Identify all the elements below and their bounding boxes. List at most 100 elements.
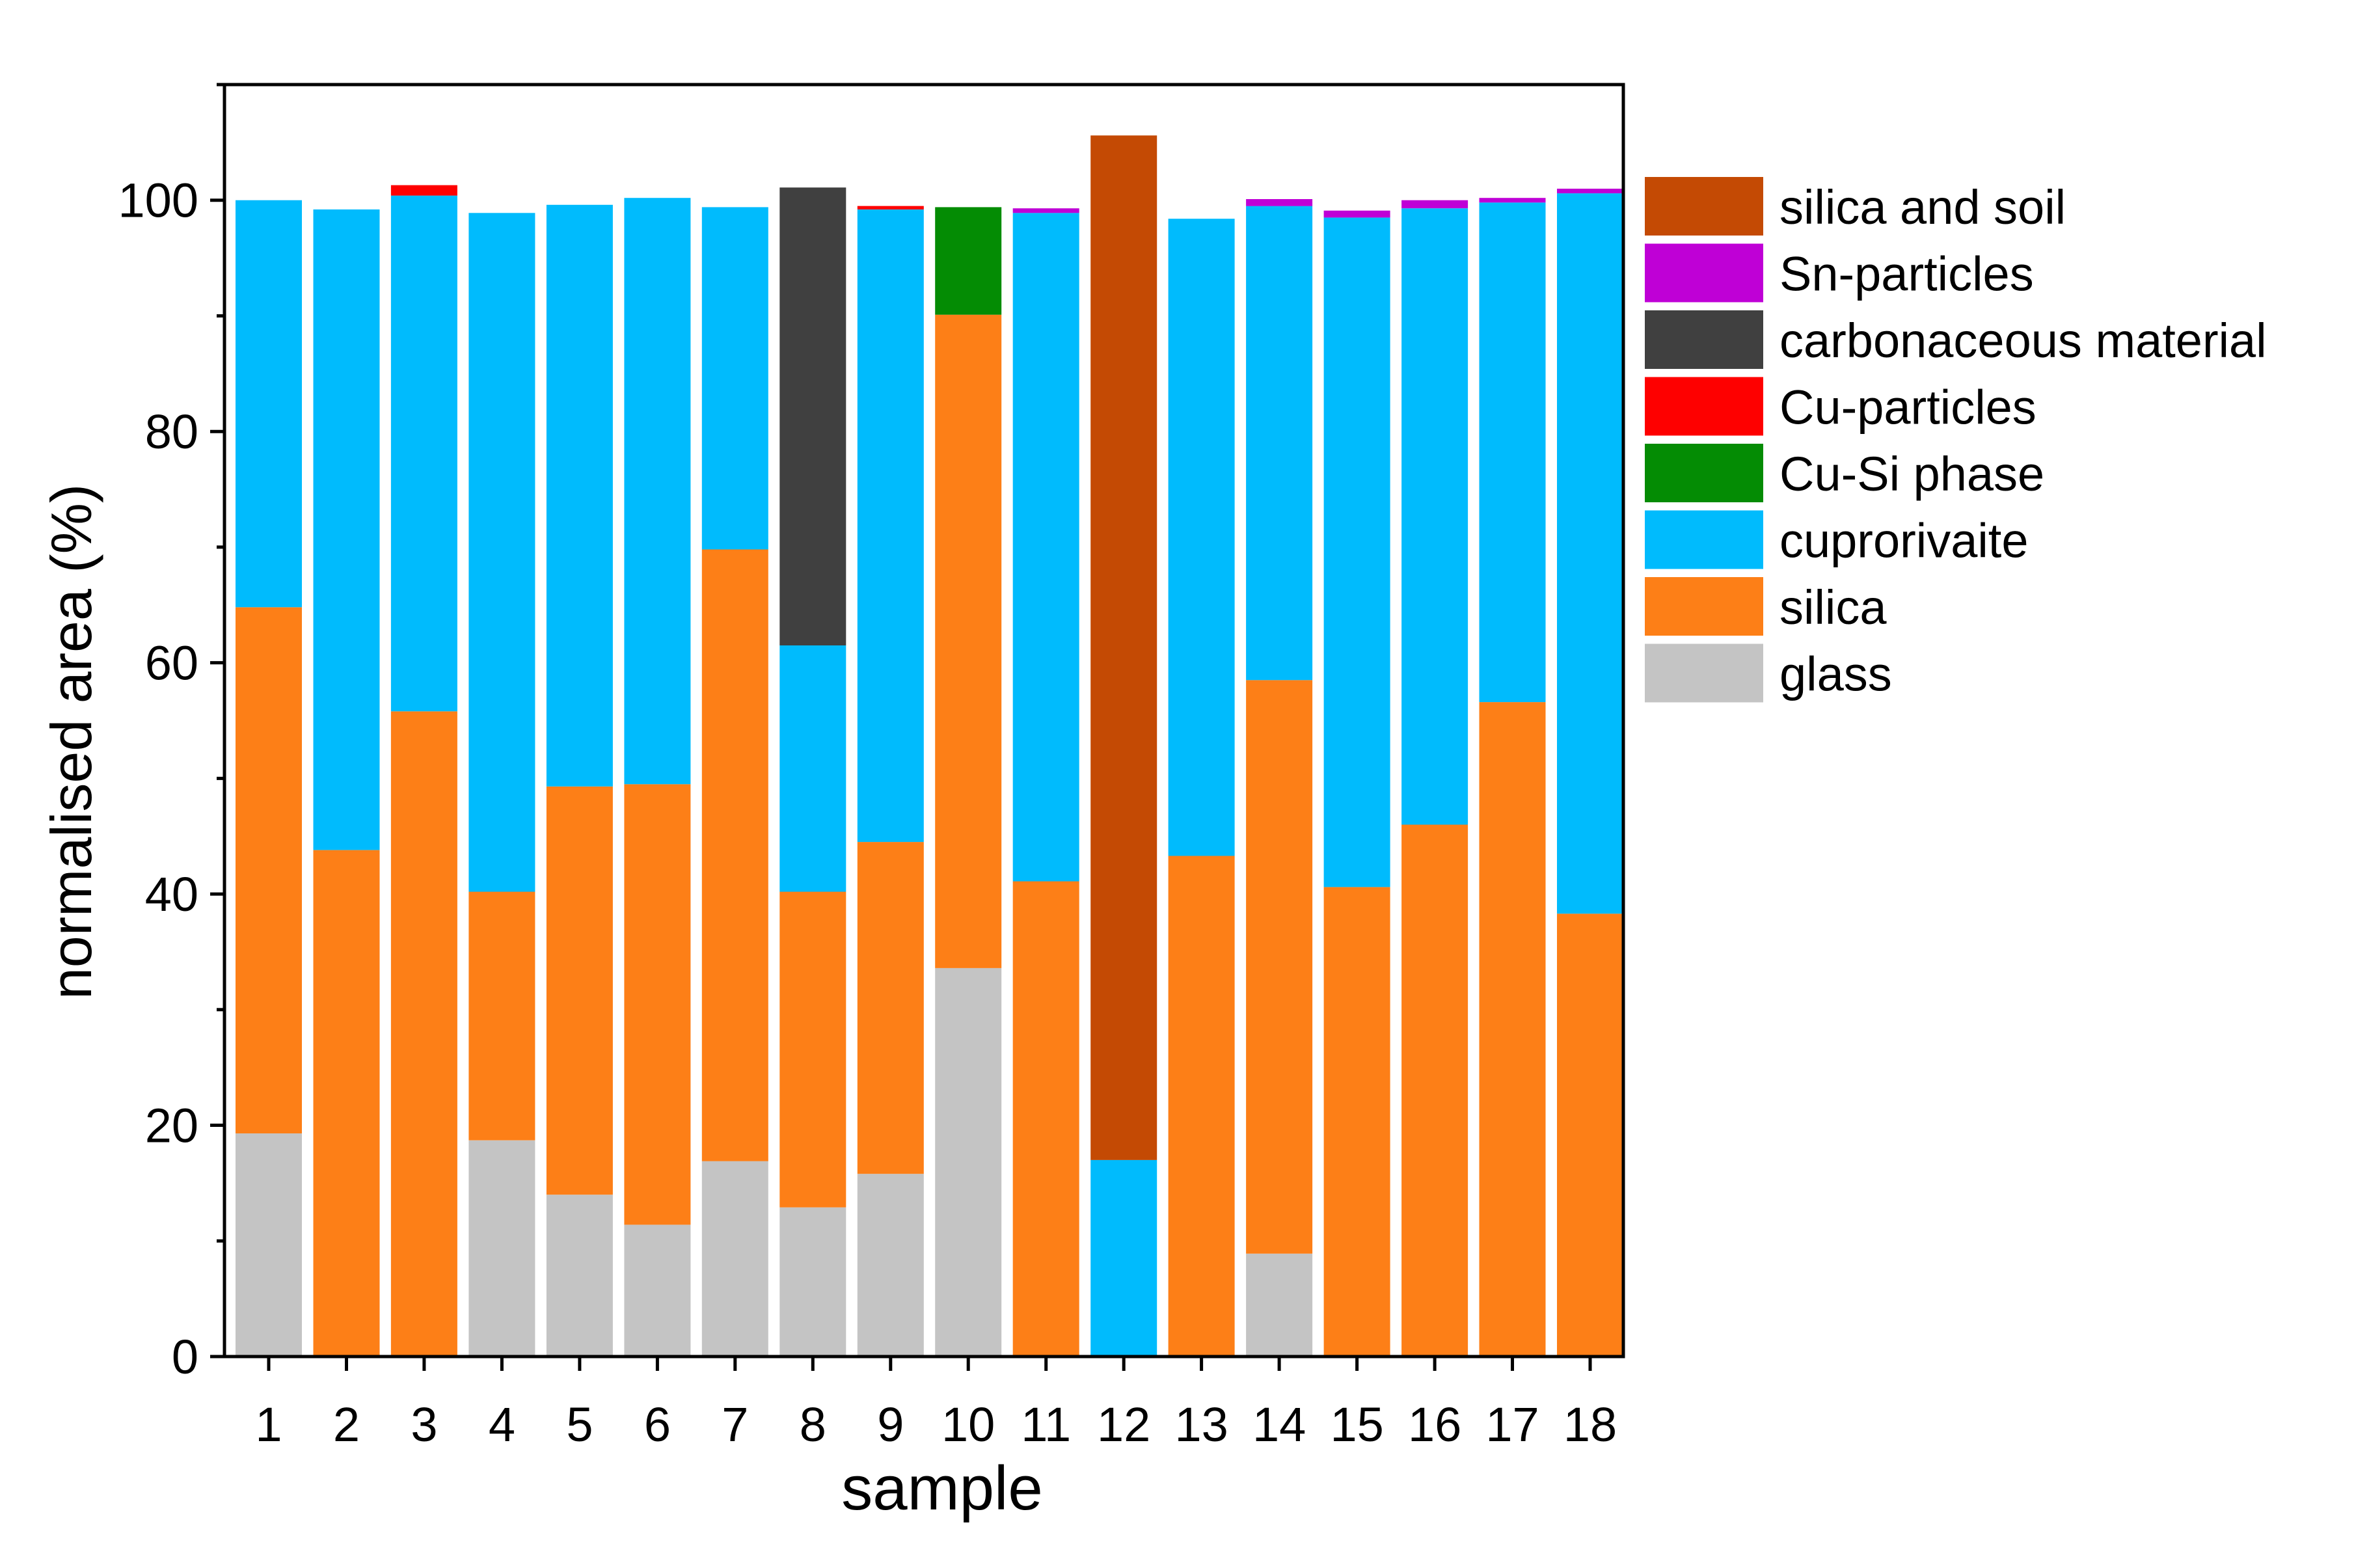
bar-segment-glass-sample-8 [779, 1207, 846, 1357]
bar-segment-glass-sample-5 [546, 1195, 613, 1357]
bar-segment-silica-sample-13 [1168, 856, 1235, 1357]
bar-segment-sn-particles-sample-16 [1401, 200, 1468, 209]
x-tick-label: 4 [489, 1398, 515, 1452]
x-tick-label: 17 [1485, 1398, 1539, 1452]
x-tick-label: 9 [877, 1398, 904, 1452]
bar-segment-cuprorivaite-sample-5 [546, 204, 613, 787]
legend-label-silica-and-soil: silica and soil [1779, 180, 2066, 234]
bar-segment-cuprorivaite-sample-18 [1557, 193, 1623, 914]
bar-segment-cuprorivaite-sample-13 [1168, 219, 1235, 856]
y-tick-label: 80 [145, 405, 198, 459]
legend-label-silica: silica [1779, 580, 1887, 634]
y-tick-label: 100 [118, 174, 198, 228]
bar-segment-glass-sample-1 [236, 1133, 302, 1357]
bar-segment-sn-particles-sample-17 [1479, 198, 1546, 203]
bar-segment-cuprorivaite-sample-6 [624, 198, 691, 785]
bar-segment-cuprorivaite-sample-8 [779, 645, 846, 892]
bar-segment-silica-sample-2 [313, 850, 380, 1357]
x-tick-label: 11 [1021, 1398, 1071, 1452]
bar-segment-silica-sample-16 [1401, 824, 1468, 1357]
bar-segment-glass-sample-7 [701, 1161, 768, 1357]
x-tick-label: 15 [1330, 1398, 1383, 1452]
bar-segment-silica-sample-7 [701, 549, 768, 1161]
legend-swatch-cu-si-phase [1645, 444, 1763, 502]
bar-segment-silica-sample-10 [935, 314, 1002, 968]
bar-segment-cuprorivaite-sample-2 [313, 209, 380, 850]
legend-swatch-sn-particles [1645, 243, 1763, 303]
legend: silica and soil Sn-particles carbonaceous … [1645, 177, 2267, 703]
bar-segment-silica-sample-11 [1012, 881, 1079, 1357]
bar-segment-silica-sample-15 [1323, 887, 1390, 1357]
bar-segment-silica-sample-17 [1479, 702, 1546, 1357]
bar-segment-glass-sample-6 [624, 1224, 691, 1357]
bar-segment-cu-particles-sample-3 [390, 185, 457, 196]
bar-segment-cuprorivaite-sample-1 [236, 200, 302, 608]
bar-segment-glass-sample-9 [857, 1174, 924, 1357]
bar-segment-silica-sample-1 [236, 607, 302, 1133]
x-tick-label: 18 [1563, 1398, 1617, 1452]
bar-segment-silica-sample-3 [390, 711, 457, 1357]
bar-segment-cuprorivaite-sample-14 [1246, 206, 1313, 681]
bar-segment-silica-sample-18 [1557, 913, 1623, 1357]
bar-segment-silica-sample-4 [468, 891, 535, 1141]
plot-frame [223, 83, 1625, 1358]
bar-segment-silica-sample-5 [546, 786, 613, 1195]
y-tick-label: 60 [145, 636, 198, 690]
legend-swatch-cu-particles [1645, 377, 1763, 436]
bar-segment-glass-sample-10 [935, 967, 1002, 1357]
bar-segment-silica-and-soil-sample-12 [1090, 135, 1157, 1160]
bar-segment-sn-particles-sample-14 [1246, 199, 1313, 206]
bar-segment-glass-sample-4 [468, 1140, 535, 1357]
x-tick-label: 10 [941, 1398, 995, 1452]
bar-segment-carbonaceous-material-sample-8 [779, 187, 846, 645]
y-tick-label: 40 [145, 867, 198, 921]
bar-segment-cuprorivaite-sample-15 [1323, 217, 1390, 887]
bar-segment-cuprorivaite-sample-16 [1401, 208, 1468, 825]
legend-label-cuprorivaite: cuprorivaite [1779, 514, 2029, 568]
legend-swatch-cuprorivaite [1645, 510, 1763, 569]
x-tick-label: 7 [722, 1398, 748, 1452]
x-axis-label: sample [841, 1453, 1042, 1523]
bar-segment-silica-sample-9 [857, 842, 924, 1174]
bar-segment-silica-sample-14 [1246, 680, 1313, 1254]
y-axis-label: normalised area (%) [39, 484, 103, 999]
legend-swatch-glass [1645, 643, 1763, 703]
bar-segment-cuprorivaite-sample-4 [468, 213, 535, 892]
x-tick-label: 1 [255, 1398, 282, 1452]
bar-segment-cu-si-phase-sample-10 [935, 207, 1002, 315]
legend-label-cu-particles: Cu-particles [1779, 381, 2036, 435]
x-tick-label: 6 [644, 1398, 671, 1452]
bar-segment-sn-particles-sample-18 [1557, 189, 1623, 194]
y-tick-label: 20 [145, 1099, 198, 1153]
bar-segment-cuprorivaite-sample-7 [701, 207, 768, 550]
x-tick-label: 12 [1097, 1398, 1150, 1452]
legend-label-sn-particles: Sn-particles [1779, 247, 2034, 301]
bar-segment-silica-sample-6 [624, 784, 691, 1225]
x-tick-label: 8 [800, 1398, 826, 1452]
x-tick-label: 5 [566, 1398, 593, 1452]
x-tick-label: 3 [411, 1398, 437, 1452]
legend-label-glass: glass [1779, 647, 1892, 701]
legend-swatch-carbonaceous-material [1645, 310, 1763, 369]
bar-segment-cuprorivaite-sample-9 [857, 209, 924, 843]
bar-segment-silica-sample-8 [779, 891, 846, 1208]
bar-segment-glass-sample-14 [1246, 1253, 1313, 1357]
bar-segment-cu-particles-sample-9 [857, 206, 924, 210]
bar-segment-sn-particles-sample-15 [1323, 210, 1390, 218]
legend-swatch-silica-and-soil [1645, 177, 1763, 236]
bar-segment-cuprorivaite-sample-11 [1012, 213, 1079, 882]
legend-label-carbonaceous-material: carbonaceous material [1779, 314, 2267, 368]
bar-segment-cuprorivaite-sample-17 [1479, 202, 1546, 703]
x-tick-label: 13 [1174, 1398, 1228, 1452]
x-tick-label: 14 [1252, 1398, 1306, 1452]
bars-layer [236, 135, 1623, 1357]
bar-segment-sn-particles-sample-11 [1012, 208, 1079, 213]
x-tick-label: 2 [333, 1398, 360, 1452]
x-tick-label: 16 [1408, 1398, 1461, 1452]
bar-segment-cuprorivaite-sample-12 [1090, 1159, 1157, 1357]
bar-segment-cuprorivaite-sample-3 [390, 195, 457, 712]
legend-label-cu-si-phase: Cu-Si phase [1779, 447, 2044, 501]
